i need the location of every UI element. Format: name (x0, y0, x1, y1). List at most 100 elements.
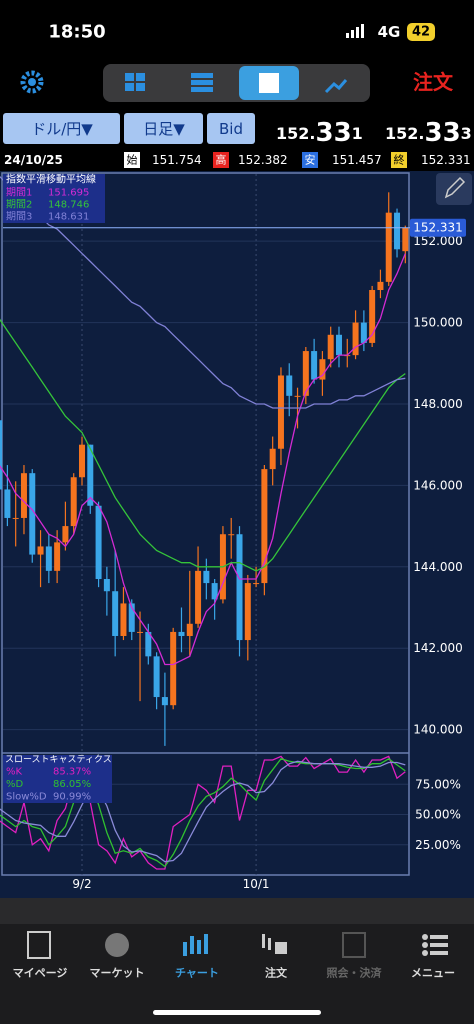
legend-value: 90.99% (53, 792, 91, 803)
candle-body (87, 444, 94, 506)
pair-button[interactable] (3, 113, 120, 144)
chart-icon (183, 934, 208, 956)
series-line (0, 175, 406, 409)
legend-name: Slow%D (6, 792, 47, 803)
candle-body (352, 322, 359, 356)
candle-body (45, 546, 52, 571)
candle-body (253, 583, 260, 585)
y-tick-label: 148.000 (413, 397, 463, 411)
candle-body (112, 591, 119, 636)
battery-level: 42 (412, 25, 430, 40)
legend-name: 期間2 (6, 199, 32, 211)
series-line (0, 758, 406, 868)
layout-list[interactable] (191, 73, 213, 92)
y-tick-label: 140.000 (413, 723, 463, 737)
layout-grid[interactable] (125, 73, 145, 91)
menu-icon (422, 934, 448, 956)
close-value: 152.331 (421, 153, 471, 167)
candle-body (12, 517, 19, 519)
candle-body (70, 477, 77, 527)
candle-body (0, 420, 3, 490)
candle-body (211, 583, 218, 600)
stoch-legend (3, 755, 112, 803)
high-value: 152.382 (238, 153, 288, 167)
nav-label[interactable]: 照会・決済 (327, 966, 383, 980)
nav-label[interactable]: チャート (175, 967, 219, 980)
low-value: 151.457 (332, 153, 382, 167)
series-line (0, 755, 406, 870)
legend-value: 148.631 (48, 212, 89, 223)
bid-main: 152. (276, 124, 315, 143)
candle-body (360, 322, 367, 343)
legend-value: 85.37% (53, 767, 91, 778)
draw-tool[interactable] (436, 173, 472, 205)
settings-icon[interactable] (20, 70, 44, 94)
pair[interactable]: ドル/円▼ (31, 120, 93, 138)
stoch-legend-rows: %K 85.37% %D 86.05% Slow%D 90.99% (6, 767, 91, 803)
candle-body (186, 623, 193, 636)
legend-name: %D (6, 779, 24, 790)
nav-label[interactable]: 注文 (265, 966, 288, 980)
order-button[interactable]: 注文 (413, 70, 454, 94)
market-icon (105, 933, 129, 957)
candle-body (286, 375, 293, 396)
layout-switcher (103, 64, 370, 102)
low-label: 安 (305, 153, 316, 167)
candle-body (195, 570, 202, 624)
last-price-label: 152.331 (413, 221, 463, 235)
candle-body (62, 526, 69, 543)
series-line (0, 760, 406, 863)
bid-price: 152.331 (276, 118, 363, 148)
chart-frame (1, 172, 410, 876)
legend-name: 期間3 (6, 211, 32, 223)
open-badge (124, 152, 140, 168)
y-tick-label: 150.000 (413, 316, 463, 330)
candle-body (161, 697, 168, 706)
candle-body (335, 334, 342, 356)
ma-legend-rows: 期間1 151.695 期間2 148.746 期間3 148.631 (6, 187, 89, 223)
candle-body (294, 395, 301, 397)
series-line (0, 318, 406, 572)
candle-body (153, 656, 160, 698)
candle-body (29, 473, 36, 555)
candle-body (4, 489, 11, 518)
y-tick-label: 144.000 (413, 560, 463, 574)
candle-body (402, 227, 409, 252)
candle-body (128, 603, 135, 632)
candle-body (385, 212, 392, 282)
bid-frac: 1 (352, 124, 363, 143)
x-tick-label: 10/1 (243, 877, 270, 891)
plot (0, 174, 410, 875)
mypage-icon (27, 931, 51, 959)
home-indicator (153, 1010, 321, 1015)
nav-label[interactable]: メニュー (411, 967, 455, 980)
bid-pips: 33 (315, 118, 351, 148)
legend-name: 期間1 (6, 187, 32, 199)
nav-labels: マイページ マーケット チャート 注文 照会・決済 メニュー (13, 966, 455, 980)
candle-body (203, 570, 210, 584)
low-badge (302, 152, 318, 168)
side-button[interactable] (207, 113, 255, 144)
candle-body (319, 359, 326, 380)
settings-icon-center (28, 78, 36, 86)
candle-body (120, 603, 127, 636)
period[interactable]: 日足▼ (143, 120, 185, 138)
legend-name: %K (6, 767, 23, 778)
close-badge (391, 152, 407, 168)
network: 4G (378, 23, 401, 41)
candle-body (244, 583, 251, 641)
ma-legend (3, 174, 105, 223)
high-badge (213, 152, 229, 168)
legend-value: 148.746 (48, 200, 89, 211)
side[interactable]: Bid (219, 120, 243, 138)
nav-label[interactable]: マーケット (90, 967, 145, 980)
ma-legend-title: 指数平滑移動平均線 (6, 173, 96, 186)
layout-trend[interactable] (324, 79, 348, 94)
period-button[interactable] (124, 113, 203, 144)
nav-label[interactable]: マイページ (13, 967, 68, 980)
candle-body (20, 473, 27, 518)
x-tick-label: 9/2 (72, 877, 91, 891)
y-tick-label: 146.000 (413, 478, 463, 492)
